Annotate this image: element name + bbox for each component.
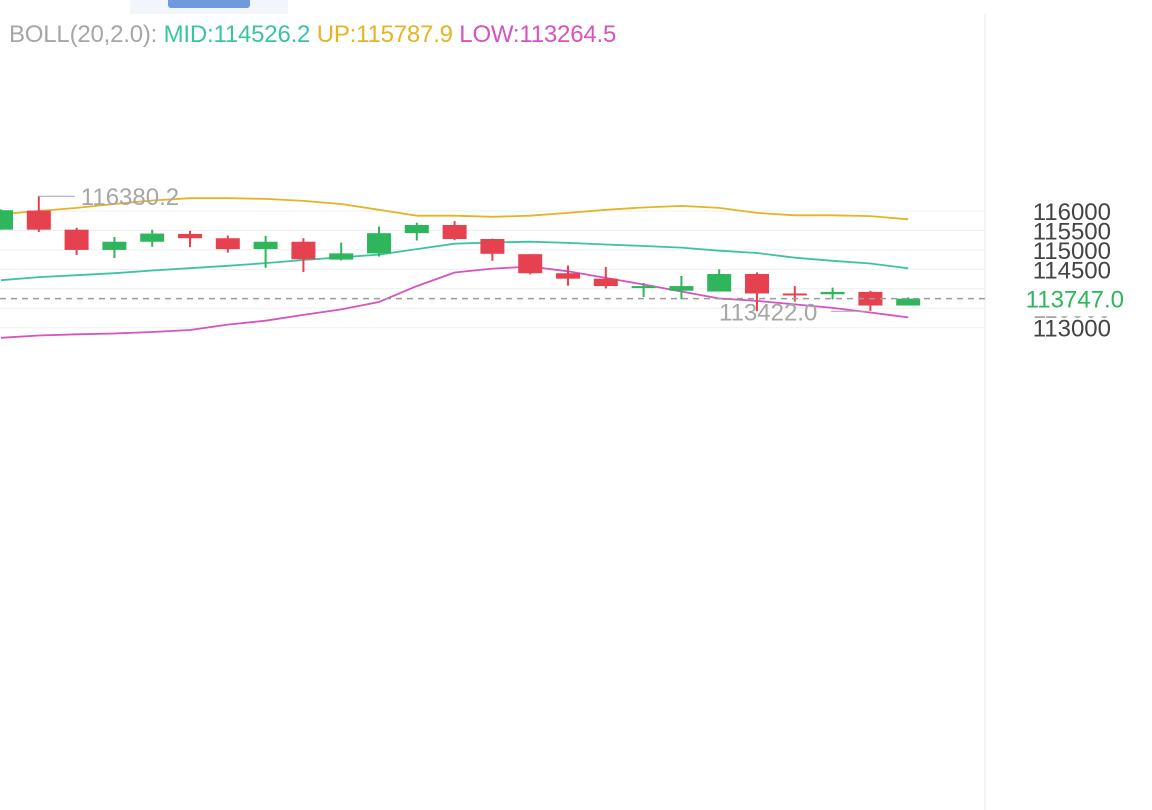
candles (0, 196, 921, 312)
indicator-up-value: UP:115787.9 (316, 21, 453, 48)
candle-down (442, 221, 467, 241)
candle-down (291, 238, 316, 273)
candle-up (669, 275, 694, 300)
candle-up (367, 226, 391, 257)
candle-body (140, 233, 165, 242)
candle-down (745, 272, 769, 312)
candle-body (253, 241, 278, 250)
candle-body (442, 225, 467, 240)
candle-body (367, 233, 391, 254)
candle-body (102, 241, 127, 250)
y-tick-label: 113000 (1033, 316, 1111, 343)
current-price-label: 113747.0 (1026, 287, 1124, 314)
candle-up (102, 237, 127, 259)
candle-up (896, 297, 921, 306)
candle-up (329, 242, 354, 261)
candle-body (820, 291, 845, 295)
candle-body (480, 239, 505, 254)
candle-body (518, 254, 543, 274)
candle-body (329, 253, 354, 260)
candle-down (64, 227, 89, 255)
low-marker-label: 113422.0 (719, 299, 817, 326)
candle-body (0, 210, 13, 230)
current-price-box (986, 280, 1152, 317)
indicator-name: BOLL(20,2.0): (9, 21, 158, 48)
candle-body (26, 210, 51, 230)
candle-up (820, 287, 845, 300)
candle-up (0, 209, 13, 230)
candle-body (64, 229, 89, 250)
grid-layer (0, 14, 986, 810)
y-tick-label: 116000 (1033, 199, 1111, 226)
candle-up (631, 282, 656, 297)
candle-down (178, 230, 202, 248)
indicator-mid-value: MID:114526.2 (163, 21, 311, 48)
candle-down (518, 254, 543, 275)
candle-down (215, 235, 240, 253)
price-markers: 113747.0 116380.2 113422.0 (0, 184, 1152, 326)
candle-up (140, 229, 165, 247)
candle-body (556, 273, 580, 279)
candle-body (215, 238, 240, 250)
candle-body (593, 278, 618, 287)
candle-body (745, 274, 769, 294)
candle-down (26, 196, 51, 233)
tab-indicator-bar[interactable] (168, 0, 250, 8)
y-tick-label: 114500 (1033, 257, 1111, 284)
y-tick-label: 115000 (1033, 238, 1111, 265)
indicator-header: BOLL(20,2.0): MID:114526.2 UP:115787.9 L… (9, 21, 616, 49)
y-tick-label: 115500 (1033, 218, 1111, 245)
band-line-up (0, 197, 909, 221)
candle-body (782, 293, 807, 296)
candle-up (707, 269, 732, 292)
candle-body (178, 233, 202, 239)
candle-body (631, 286, 656, 289)
price-axis: 1160001155001150001145001140001135001130… (1033, 199, 1111, 343)
indicator-low-value: LOW:113264.5 (459, 21, 617, 48)
candle-down (593, 267, 618, 289)
candle-up (253, 235, 278, 268)
candle-down (556, 265, 580, 286)
candle-body (404, 225, 429, 234)
candle-body (669, 286, 694, 291)
candle-body (896, 298, 921, 306)
candle-body (707, 274, 732, 292)
candle-down (480, 238, 505, 261)
high-marker-label: 116380.2 (81, 184, 179, 211)
candle-body (291, 241, 316, 260)
candle-up (404, 222, 429, 241)
band-line-mid (0, 240, 909, 282)
